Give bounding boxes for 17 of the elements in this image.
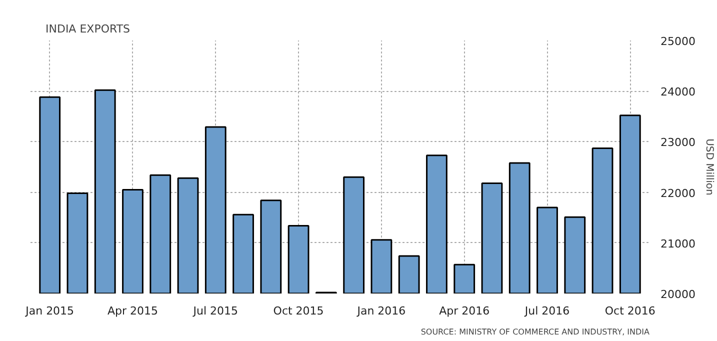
x-tick-label: Apr 2016 <box>439 304 490 318</box>
x-tick-label: Jul 2016 <box>524 304 570 318</box>
y-tick-label: 22000 <box>660 186 696 200</box>
x-tick-label: Jan 2015 <box>24 304 74 318</box>
y-axis-title: USD Million <box>703 138 714 196</box>
source-note: SOURCE: MINISTRY OF COMMERCE AND INDUSTRY, INDIA <box>420 328 650 336</box>
y-tick-label: 21000 <box>660 237 696 250</box>
x-tick-label: Jul 2015 <box>192 304 238 318</box>
chart-title: INDIA EXPORTS <box>46 22 130 36</box>
x-tick-label: Oct 2015 <box>273 304 324 318</box>
y-tick-label: 23000 <box>660 136 696 150</box>
y-tick-label: 25000 <box>660 35 696 48</box>
x-tick-label: Jan 2016 <box>356 304 406 318</box>
y-tick-label: 24000 <box>660 86 696 99</box>
x-tick-label: Apr 2015 <box>107 304 158 318</box>
y-tick-label: 20000 <box>660 288 696 301</box>
x-tick-label: Oct 2016 <box>604 304 656 318</box>
